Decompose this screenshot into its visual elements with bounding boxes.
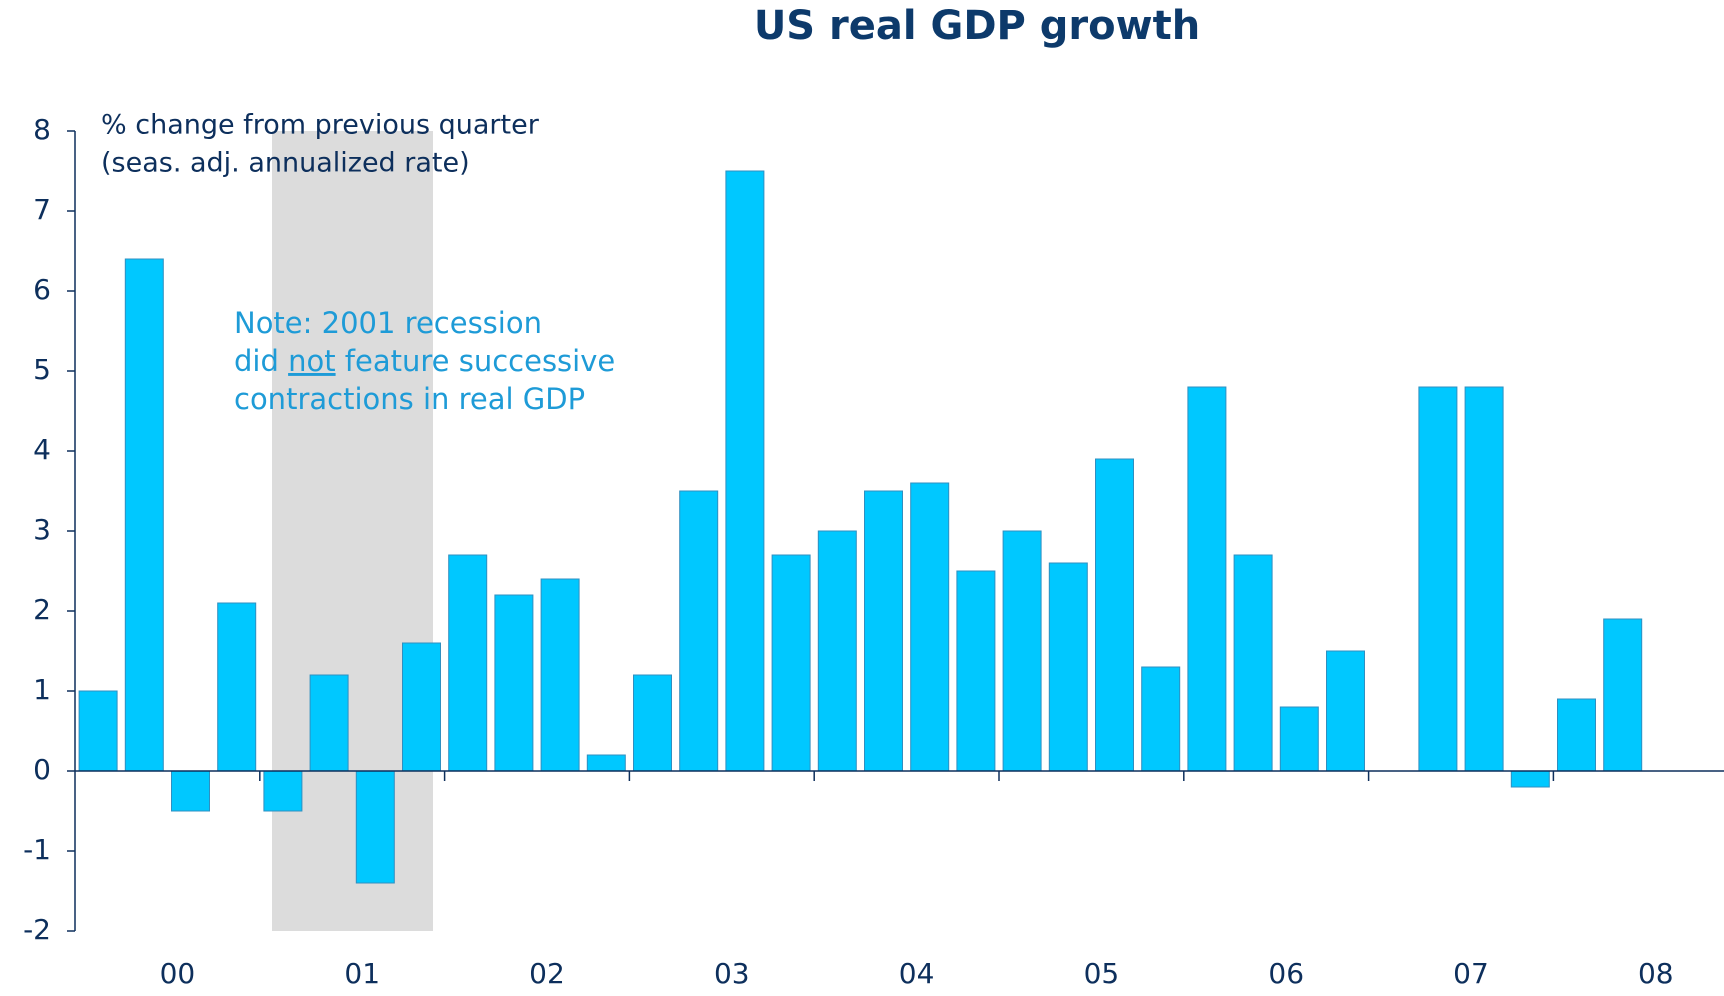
- x-tick-label: 02: [529, 957, 565, 990]
- y-tick-label: 5: [33, 353, 51, 386]
- x-tick-label: 06: [1268, 957, 1304, 990]
- bar: [586, 754, 626, 772]
- x-tick-label: 08: [1638, 957, 1674, 990]
- bar: [263, 770, 303, 812]
- bar: [1603, 618, 1643, 772]
- y-tick-label: 7: [33, 193, 51, 226]
- note-emphasis: not: [288, 344, 336, 378]
- x-tick-label: 03: [714, 957, 750, 990]
- bar: [1464, 386, 1504, 772]
- bar: [679, 490, 719, 772]
- bar: [402, 642, 441, 772]
- bar: [540, 578, 580, 772]
- bar: [1095, 458, 1134, 772]
- y-tick-label: 0: [33, 753, 51, 786]
- x-tick-label: 01: [344, 957, 380, 990]
- y-tick-label: 2: [33, 593, 51, 626]
- note: Note: 2001 recession: [234, 306, 542, 340]
- note-text: Note: 2001 recession: [234, 306, 542, 340]
- bar: [309, 674, 349, 772]
- y-tick-label: 8: [33, 113, 51, 146]
- y-tick-label: 4: [33, 433, 51, 466]
- bar: [171, 770, 210, 812]
- note-text: contractions in real GDP: [234, 382, 585, 416]
- x-tick-label: 00: [160, 957, 196, 990]
- y-tick-label: 1: [33, 673, 51, 706]
- bar: [1279, 706, 1319, 772]
- bar: [494, 594, 534, 772]
- y-tick-label: 6: [33, 273, 51, 306]
- y-axis-label: (seas. adj. annualized rate): [101, 148, 470, 179]
- bar: [124, 258, 164, 772]
- bar: [448, 554, 488, 772]
- note-text: feature successive: [336, 344, 616, 378]
- bar: [1187, 386, 1227, 772]
- note: did not feature successive: [234, 344, 615, 378]
- x-tick-label: 05: [1084, 957, 1120, 990]
- y-tick-label: 3: [33, 513, 51, 546]
- bar: [864, 490, 903, 772]
- bar: [910, 482, 950, 772]
- bar: [633, 674, 672, 772]
- y-tick-label: -2: [23, 913, 51, 946]
- bar: [956, 570, 996, 772]
- bar: [1510, 770, 1550, 788]
- bar: [725, 170, 765, 772]
- bar: [1048, 562, 1088, 772]
- chart-title: US real GDP growth: [754, 3, 1200, 49]
- y-tick-label: -1: [23, 833, 51, 866]
- x-tick-label: 04: [899, 957, 935, 990]
- bar: [817, 530, 857, 772]
- y-axis-label: % change from previous quarter: [101, 110, 540, 141]
- bar: [1557, 698, 1596, 772]
- bar: [217, 602, 257, 772]
- bar: [355, 770, 395, 884]
- note-text: did: [234, 344, 288, 378]
- bar: [1233, 554, 1273, 772]
- bar: [1326, 650, 1365, 772]
- bar: [771, 554, 811, 772]
- bar: [1141, 666, 1181, 772]
- bar: [1418, 386, 1458, 772]
- bar: [78, 690, 118, 772]
- x-tick-label: 07: [1453, 957, 1489, 990]
- note: contractions in real GDP: [234, 382, 585, 416]
- bar: [1002, 530, 1042, 772]
